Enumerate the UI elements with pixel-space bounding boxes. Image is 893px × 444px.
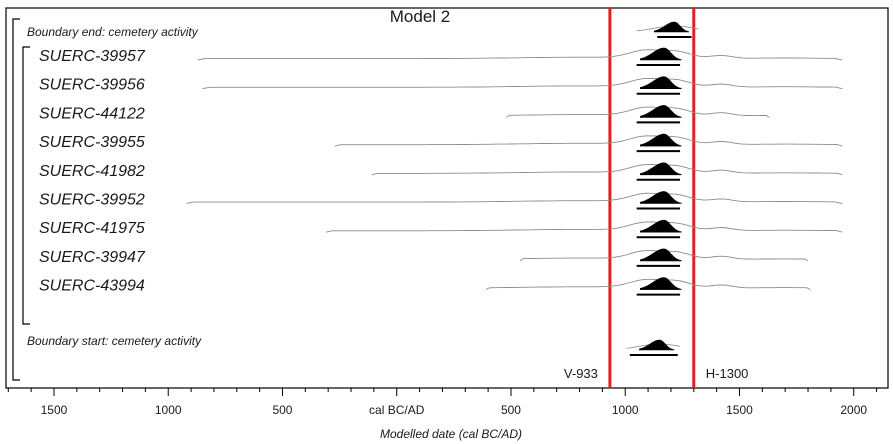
- row-label: SUERC-39957: [39, 48, 146, 65]
- x-tick-label: cal BC/AD: [369, 403, 425, 417]
- likelihood-curve: [334, 135, 843, 147]
- date-row: SUERC-44122: [39, 105, 770, 124]
- model-bracket: [12, 18, 20, 381]
- date-row-posterior: [639, 47, 682, 61]
- row-label: SUERC-39956: [39, 77, 145, 94]
- boundary-end-label: Boundary end: cemetery activity: [27, 25, 199, 39]
- date-row-posterior: [639, 248, 682, 262]
- date-row-posterior: [639, 162, 682, 176]
- date-row-posterior: [639, 191, 682, 204]
- x-tick-label: 1000: [155, 403, 182, 417]
- x-tick-label: 1500: [41, 403, 68, 417]
- boundary-end-row: Boundary end: cemetery activity: [27, 21, 699, 39]
- row-label: SUERC-41982: [39, 163, 145, 180]
- row-label: SUERC-44122: [39, 105, 145, 122]
- likelihood-curve: [371, 164, 843, 176]
- boundary-end-posterior: [653, 21, 690, 33]
- date-row-posterior: [639, 277, 682, 290]
- date-row: SUERC-39947: [39, 248, 809, 267]
- date-row-posterior: [639, 133, 682, 147]
- likelihood-curve: [202, 77, 843, 90]
- date-row: SUERC-39957: [39, 47, 843, 66]
- date-row-posterior: [639, 219, 682, 233]
- date-row: SUERC-41975: [39, 219, 843, 239]
- reference-line-label: V-933: [564, 366, 598, 381]
- date-row: SUERC-43994: [39, 277, 811, 296]
- date-row-posterior: [639, 76, 682, 89]
- boundary-start-posterior: [639, 339, 675, 351]
- date-row: SUERC-39952: [39, 191, 843, 210]
- plot-frame: [5, 7, 889, 389]
- row-label: SUERC-39952: [39, 192, 145, 209]
- date-row-posterior: [639, 105, 682, 118]
- x-tick-label: 500: [272, 403, 292, 417]
- x-tick-label: 1000: [612, 403, 639, 417]
- likelihood-curve: [506, 106, 770, 118]
- boundary-start-row: Boundary start: cemetery activity: [27, 334, 681, 356]
- chart-title: Model 2: [390, 7, 450, 26]
- likelihood-curve: [325, 221, 843, 233]
- likelihood-curve: [186, 192, 843, 204]
- x-tick-label: 2000: [840, 403, 867, 417]
- boundary-start-label: Boundary start: cemetery activity: [27, 334, 202, 348]
- date-row: SUERC-39955: [39, 133, 843, 153]
- reference-line-label: H-1300: [706, 366, 749, 381]
- row-label: SUERC-41975: [39, 220, 145, 237]
- date-row: SUERC-41982: [39, 162, 843, 181]
- date-row: SUERC-39956: [39, 76, 843, 95]
- row-label: SUERC-39955: [39, 134, 145, 151]
- row-label: SUERC-39947: [39, 249, 146, 266]
- phase-bracket: [22, 46, 30, 325]
- likelihood-curve: [485, 278, 811, 291]
- likelihood-curve: [197, 49, 843, 61]
- x-tick-label: 1500: [726, 403, 753, 417]
- row-label: SUERC-43994: [39, 278, 145, 295]
- x-axis-label: Modelled date (cal BC/AD): [380, 427, 522, 441]
- x-tick-label: 500: [501, 403, 521, 417]
